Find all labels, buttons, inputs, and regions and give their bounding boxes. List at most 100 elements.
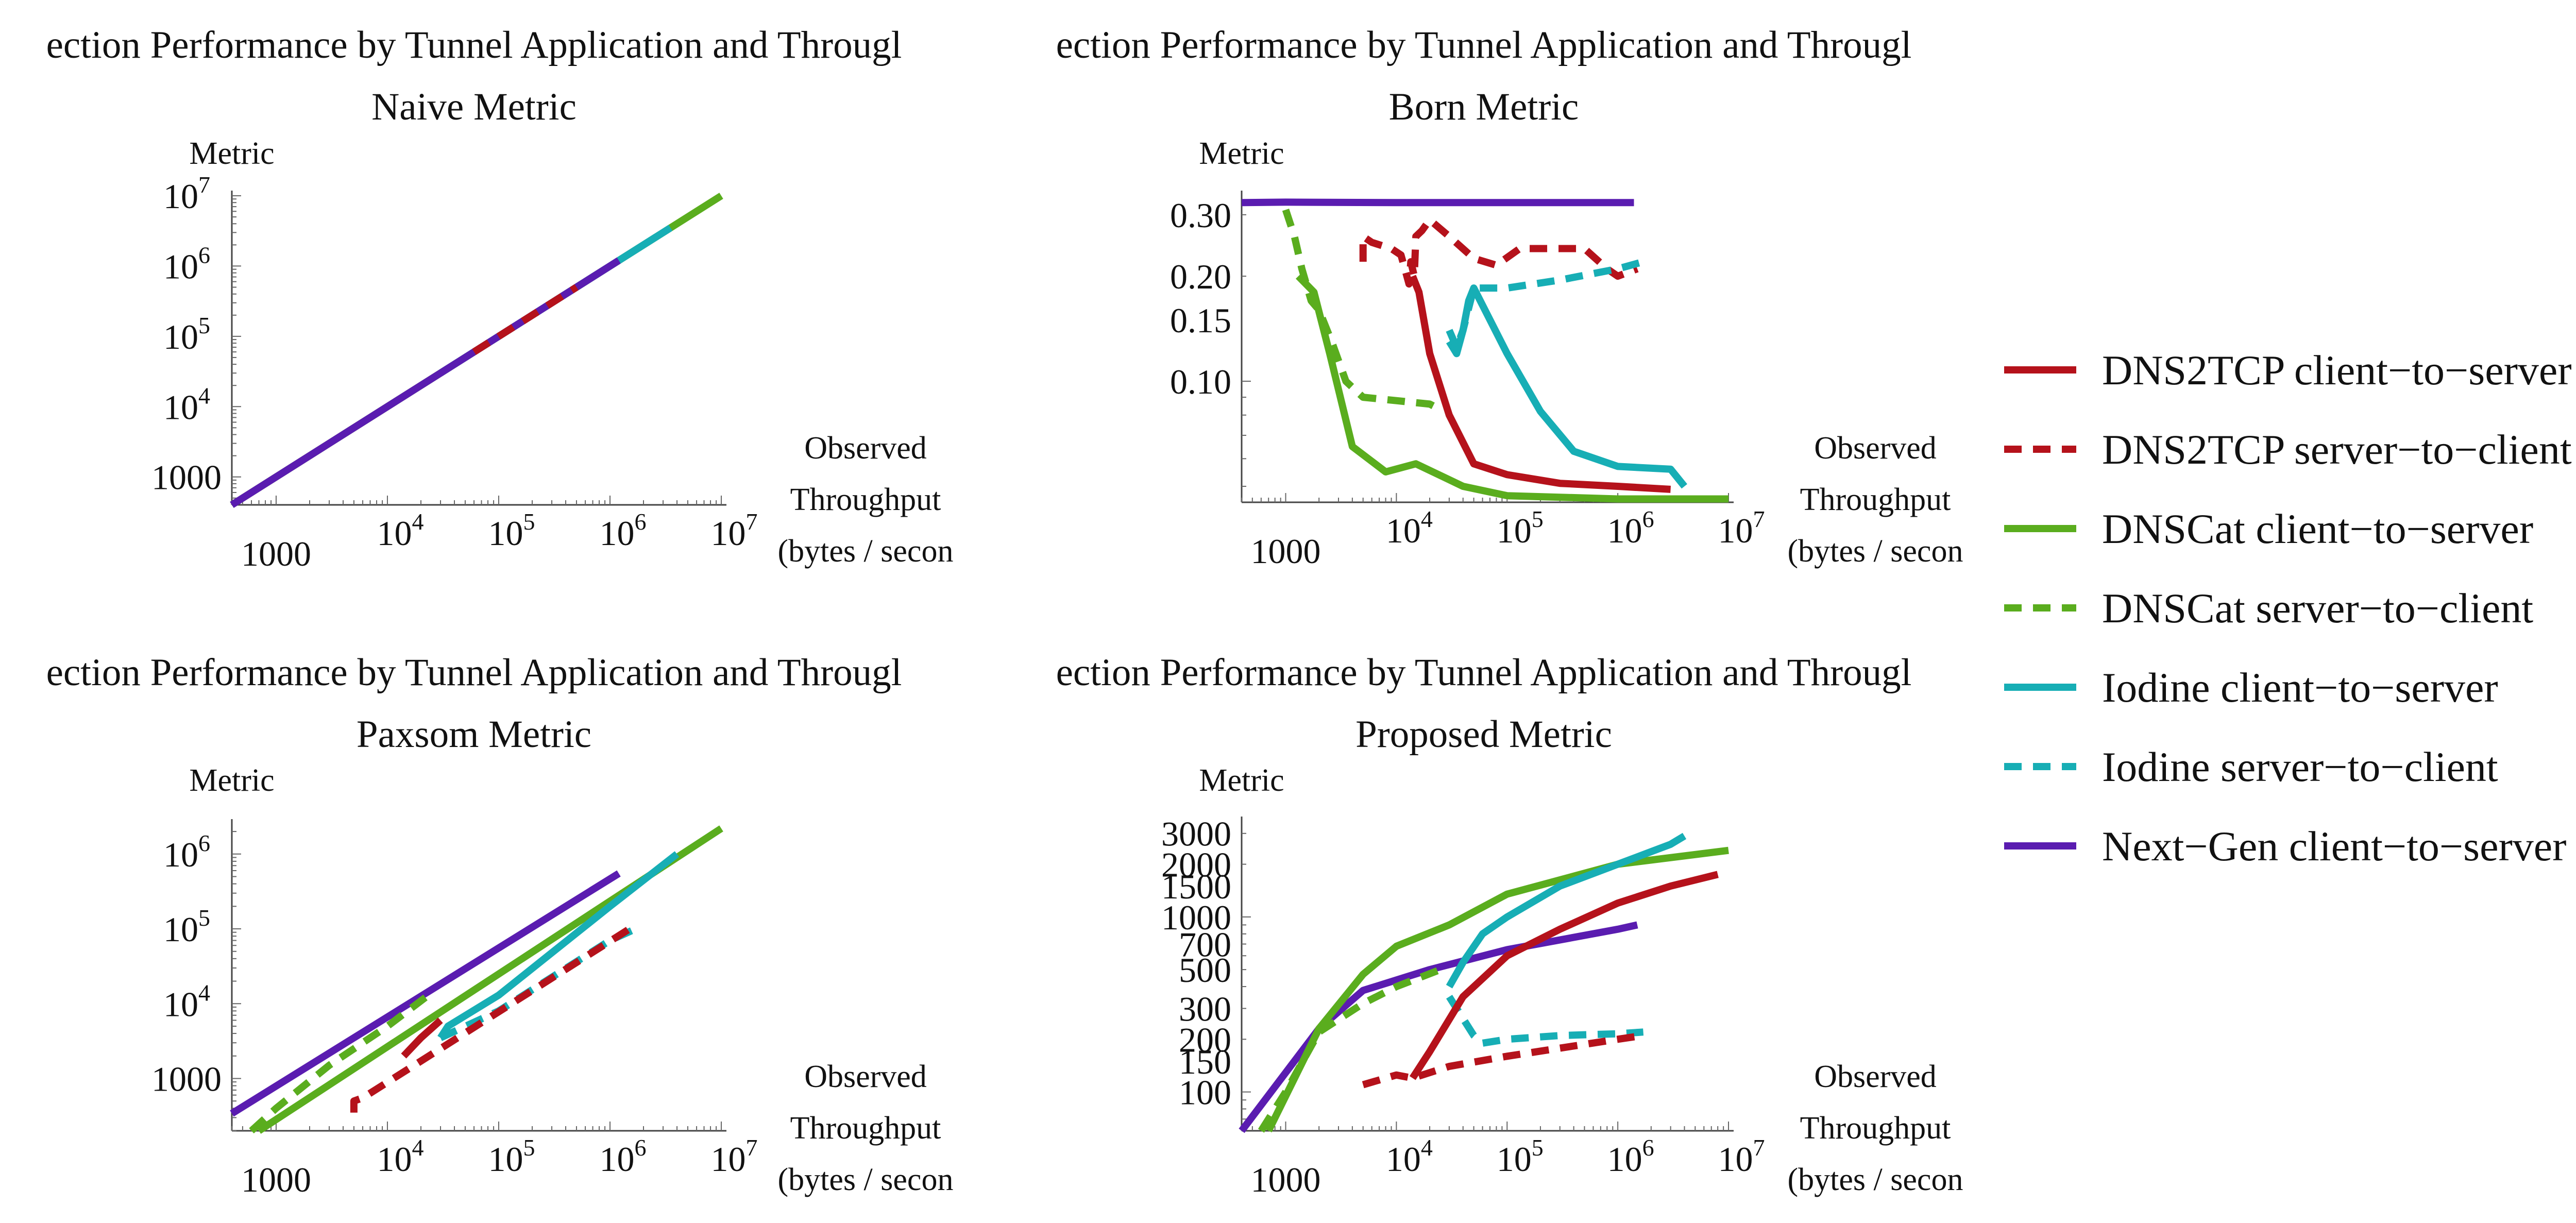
series-line bbox=[437, 851, 680, 1040]
y-axis-label: Metric bbox=[189, 763, 274, 798]
y-tick-label: 104 bbox=[163, 979, 210, 1024]
series-line bbox=[350, 926, 632, 1113]
y-tick-label: 106 bbox=[163, 242, 210, 286]
x-tick-label: 105 bbox=[1497, 506, 1544, 550]
chart-panels: ection Performance by Tunnel Application… bbox=[46, 24, 1963, 1199]
x-axis-label-line: (bytes / secon bbox=[778, 1162, 954, 1197]
y-tick-label: 1000 bbox=[151, 458, 222, 497]
legend-item: DNS2TCP server−to−client bbox=[2004, 426, 2572, 473]
chart-subtitle: Born Metric bbox=[1389, 86, 1579, 128]
series-line bbox=[1282, 209, 1443, 413]
y-axis-label: Metric bbox=[1199, 763, 1284, 798]
x-tick-label: 104 bbox=[377, 1134, 423, 1179]
x-tick-label: 107 bbox=[711, 508, 758, 553]
x-tick-label: 106 bbox=[599, 508, 646, 553]
y-tick-label: 100 bbox=[1179, 1073, 1231, 1112]
legend-item: Iodine client−to−server bbox=[2004, 664, 2498, 711]
x-axis-label-line: Throughput bbox=[1800, 1111, 1951, 1146]
legend-item: DNSCat client−to−server bbox=[2004, 505, 2533, 552]
x-axis-label-line: Throughput bbox=[790, 1111, 941, 1146]
chart-panel-3: ection Performance by Tunnel Application… bbox=[46, 651, 954, 1199]
y-axis-label: Metric bbox=[1199, 136, 1284, 171]
x-tick-label: 104 bbox=[1386, 506, 1433, 550]
y-tick-label: 3000 bbox=[1161, 814, 1231, 854]
legend-item: DNS2TCP client−to−server bbox=[2004, 347, 2572, 394]
series-line bbox=[1409, 871, 1719, 1080]
x-tick-label: 106 bbox=[1607, 506, 1654, 550]
chart-panel-4: ection Performance by Tunnel Application… bbox=[1056, 651, 1963, 1199]
y-tick-label: 700 bbox=[1179, 925, 1231, 964]
x-tick-label: 107 bbox=[711, 1134, 758, 1179]
y-tick-label: 300 bbox=[1179, 990, 1231, 1029]
x-axis-label-line: (bytes / secon bbox=[1788, 1162, 1963, 1197]
legend-item: Iodine server−to−client bbox=[2004, 743, 2498, 790]
y-tick-label: 0.20 bbox=[1170, 257, 1231, 296]
chart-subtitle: Naive Metric bbox=[371, 86, 577, 128]
x-tick-label: 105 bbox=[488, 508, 535, 553]
series-line bbox=[1239, 921, 1638, 1133]
x-axis-label-line: Observed bbox=[1814, 1059, 1937, 1094]
chart-title: ection Performance by Tunnel Application… bbox=[1056, 651, 1912, 694]
x-tick-label: 1000 bbox=[1251, 1160, 1321, 1199]
y-tick-label: 0.10 bbox=[1170, 362, 1231, 401]
x-axis-label-line: Throughput bbox=[790, 482, 941, 517]
y-tick-label: 200 bbox=[1179, 1020, 1231, 1059]
y-tick-label: 150 bbox=[1179, 1042, 1231, 1081]
x-axis-label-line: Throughput bbox=[1800, 482, 1951, 517]
legend-label: Iodine client−to−server bbox=[2102, 664, 2498, 711]
y-tick-label: 1000 bbox=[151, 1059, 222, 1098]
y-tick-label: 104 bbox=[163, 382, 210, 427]
legend-label: DNSCat server−to−client bbox=[2102, 585, 2533, 632]
x-tick-label: 1000 bbox=[241, 534, 311, 573]
chart-subtitle: Paxsom Metric bbox=[357, 713, 591, 756]
y-tick-label: 0.15 bbox=[1170, 301, 1231, 340]
x-tick-label: 106 bbox=[599, 1134, 646, 1179]
legend-item: Next−Gen client−to−server bbox=[2004, 823, 2566, 870]
y-tick-label: 1000 bbox=[1161, 898, 1231, 937]
chart-title: ection Performance by Tunnel Application… bbox=[46, 651, 902, 694]
series-line bbox=[1258, 966, 1442, 1133]
legend-label: DNS2TCP client−to−server bbox=[2102, 347, 2572, 394]
y-axis-label: Metric bbox=[189, 136, 274, 171]
y-tick-label: 106 bbox=[163, 830, 210, 874]
x-tick-label: 1000 bbox=[1251, 532, 1321, 571]
x-tick-label: 104 bbox=[1386, 1134, 1433, 1179]
y-tick-label: 1500 bbox=[1161, 867, 1231, 906]
x-tick-label: 1000 bbox=[241, 1160, 311, 1199]
y-tick-label: 107 bbox=[163, 172, 210, 216]
x-tick-label: 105 bbox=[488, 1134, 535, 1179]
x-axis-label-line: (bytes / secon bbox=[1788, 534, 1963, 569]
chart-title: ection Performance by Tunnel Application… bbox=[46, 24, 902, 66]
x-tick-label: 105 bbox=[1497, 1134, 1544, 1179]
y-tick-label: 105 bbox=[163, 312, 210, 356]
chart-panel-1: ection Performance by Tunnel Application… bbox=[46, 24, 954, 573]
legend-label: DNSCat client−to−server bbox=[2102, 505, 2533, 552]
x-tick-label: 104 bbox=[377, 508, 423, 553]
x-tick-label: 107 bbox=[1718, 506, 1765, 550]
legend-label: DNS2TCP server−to−client bbox=[2102, 426, 2572, 473]
y-tick-label: 105 bbox=[163, 905, 210, 949]
x-tick-label: 107 bbox=[1718, 1134, 1765, 1179]
x-axis-label-line: Observed bbox=[1814, 431, 1937, 466]
y-tick-label: 500 bbox=[1179, 950, 1231, 990]
series-line bbox=[1359, 216, 1639, 288]
x-axis-label-line: Observed bbox=[804, 1059, 927, 1094]
y-tick-label: 2000 bbox=[1161, 845, 1231, 885]
legend-label: Iodine server−to−client bbox=[2102, 743, 2498, 790]
series-line bbox=[230, 870, 621, 1117]
series-line bbox=[1446, 284, 1687, 489]
legend-label: Next−Gen client−to−server bbox=[2102, 823, 2566, 870]
series-line bbox=[401, 1017, 443, 1059]
x-axis-label-line: Observed bbox=[804, 431, 927, 466]
chart-subtitle: Proposed Metric bbox=[1355, 713, 1612, 756]
series-line bbox=[1446, 995, 1644, 1047]
chart-title: ection Performance by Tunnel Application… bbox=[1056, 24, 1912, 66]
series-line bbox=[1409, 275, 1671, 493]
series-line bbox=[249, 990, 434, 1134]
chart-panel-2: ection Performance by Tunnel Application… bbox=[1056, 24, 1963, 571]
series-line bbox=[1446, 833, 1687, 989]
y-tick-label: 0.30 bbox=[1170, 196, 1231, 235]
legend-item: DNSCat server−to−client bbox=[2004, 585, 2533, 632]
x-axis-label-line: (bytes / secon bbox=[778, 534, 954, 569]
